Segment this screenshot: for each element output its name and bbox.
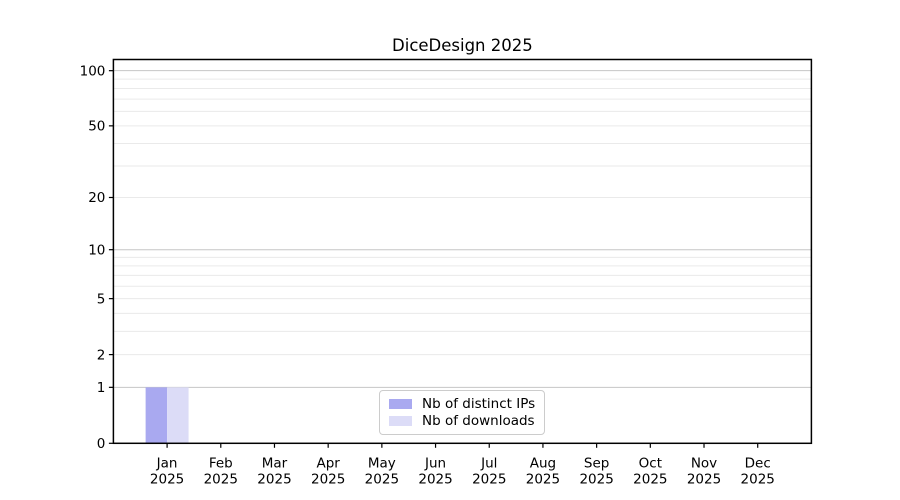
x-tick-label-year: 2025: [526, 472, 560, 488]
x-tick-label-year: 2025: [150, 472, 184, 488]
legend: Nb of distinct IPs Nb of downloads: [379, 390, 545, 435]
legend-entry-downloads: Nb of downloads: [389, 413, 535, 429]
x-tick-label-month: Jun: [424, 456, 446, 472]
y-tick-label: 2: [97, 347, 106, 363]
y-tick-label: 10: [88, 242, 105, 258]
y-tick-label: 0: [97, 436, 106, 452]
x-tick-label-year: 2025: [257, 472, 291, 488]
legend-entry-distinct-ips: Nb of distinct IPs: [389, 396, 535, 412]
x-tick-label-year: 2025: [365, 472, 399, 488]
x-tick-label-month: May: [368, 456, 396, 472]
x-tick-label-year: 2025: [633, 472, 667, 488]
x-tick-label-year: 2025: [472, 472, 506, 488]
y-tick-label: 100: [80, 63, 106, 79]
x-tick-label-month: Nov: [691, 456, 717, 472]
plot-frame: [112, 58, 813, 445]
bar-distinct-ips-jan: [145, 387, 168, 444]
x-axis-ticks: Jan2025Feb2025Mar2025Apr2025May2025Jun20…: [150, 443, 775, 488]
x-tick-label-month: Dec: [745, 456, 771, 472]
x-tick-label-month: Jan: [156, 456, 178, 472]
x-tick-label-month: Feb: [209, 456, 233, 472]
legend-swatch-downloads: [389, 416, 412, 427]
minor-gridlines: [113, 78, 812, 356]
legend-label-downloads: Nb of downloads: [422, 413, 535, 430]
y-axis-ticks: 0 1 2 5 10 20 50 100: [80, 63, 114, 452]
x-tick-label-month: Aug: [530, 456, 556, 472]
bars: [145, 387, 189, 444]
y-tick-label: 1: [97, 380, 106, 396]
x-tick-label-month: Sep: [584, 456, 609, 472]
y-tick-label: 20: [88, 190, 105, 206]
major-gridlines: [113, 70, 812, 388]
x-tick-label-year: 2025: [579, 472, 613, 488]
x-tick-label-month: Apr: [316, 456, 340, 472]
x-tick-label-year: 2025: [204, 472, 238, 488]
x-tick-label-month: Oct: [639, 456, 662, 472]
x-tick-label-month: Jul: [480, 456, 497, 472]
bar-downloads-jan: [167, 387, 189, 444]
x-tick-label-year: 2025: [741, 472, 775, 488]
x-tick-label-year: 2025: [418, 472, 452, 488]
x-tick-label-year: 2025: [687, 472, 721, 488]
legend-swatch-distinct-ips: [389, 398, 412, 409]
chart-title: DiceDesign 2025: [392, 36, 533, 55]
legend-label-distinct-ips: Nb of distinct IPs: [422, 395, 536, 412]
y-tick-label: 5: [97, 291, 106, 307]
x-tick-label-year: 2025: [311, 472, 345, 488]
x-tick-label-month: Mar: [262, 456, 288, 472]
y-tick-label: 50: [88, 119, 105, 135]
